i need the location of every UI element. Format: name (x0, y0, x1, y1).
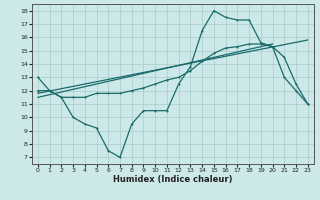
X-axis label: Humidex (Indice chaleur): Humidex (Indice chaleur) (113, 175, 233, 184)
